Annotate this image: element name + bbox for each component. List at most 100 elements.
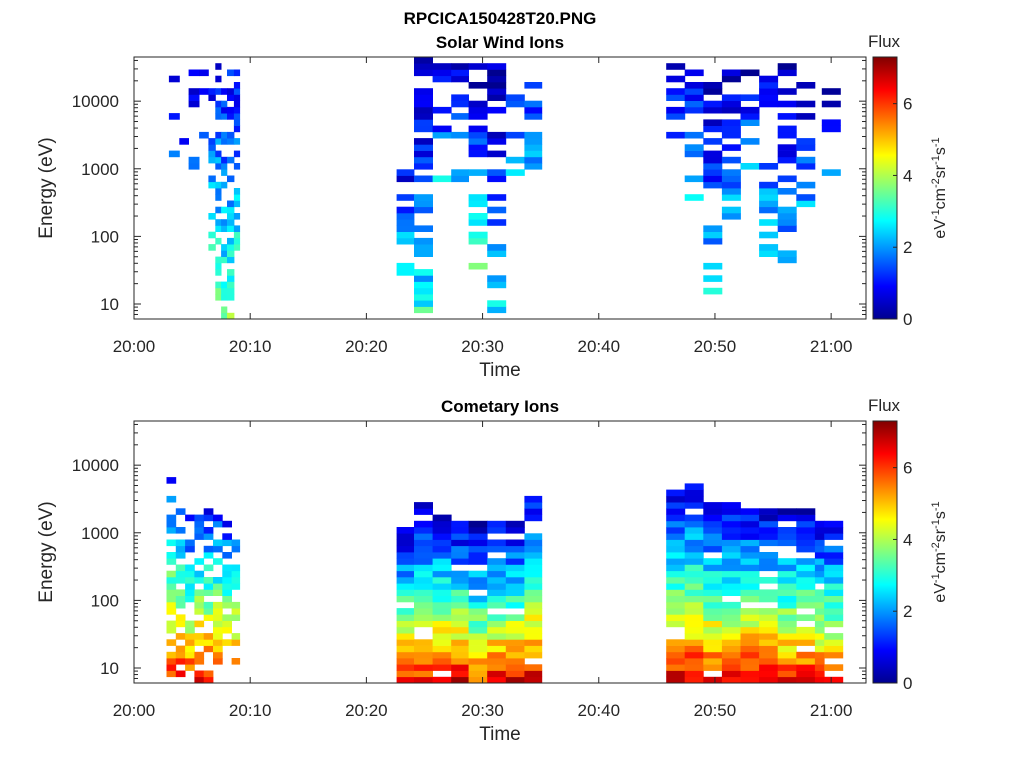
heatmap-cell [703, 82, 723, 89]
heatmap-cell [227, 312, 235, 320]
heatmap-cell [231, 545, 241, 553]
heatmap-cell [703, 614, 723, 621]
heatmap-cell [684, 589, 704, 596]
heatmap-cell [684, 577, 704, 584]
heatmap-cell [524, 533, 543, 540]
heatmap-cell [221, 113, 228, 120]
heatmap-cell [185, 651, 195, 659]
heatmap-cell [684, 651, 704, 659]
heatmap-cell [814, 645, 825, 653]
heatmap-cell [175, 589, 186, 596]
heatmap-cell [213, 626, 223, 634]
axes-frame [133, 420, 867, 684]
y-tick-label: 10000 [72, 456, 119, 475]
heatmap-cell [468, 545, 488, 553]
heatmap-cell [703, 664, 723, 671]
heatmap-cell [451, 63, 469, 70]
heatmap-cell [821, 125, 841, 133]
heatmap-cell [414, 570, 433, 578]
heatmap-cell [487, 175, 507, 183]
heatmap-cell [396, 175, 415, 183]
heatmap-cell [703, 645, 723, 653]
heatmap-cell [396, 651, 415, 659]
heatmap-cell [227, 281, 235, 289]
heatmap-cell [175, 614, 186, 621]
heatmap-cell [703, 639, 723, 646]
heatmap-cell [814, 608, 825, 615]
heatmap-cell [396, 527, 415, 534]
heatmap-cell [721, 633, 741, 640]
heatmap-cell [824, 601, 844, 609]
heatmap-cell [213, 608, 223, 615]
heatmap-cell [414, 639, 433, 646]
heatmap-cell [221, 287, 228, 295]
heatmap-cell [796, 82, 816, 89]
heatmap-cell [721, 106, 741, 114]
heatmap-cell [666, 533, 686, 540]
heatmap-cell [666, 88, 686, 95]
heatmap-cell [396, 558, 415, 565]
heatmap-cell [824, 633, 844, 640]
heatmap-cell [432, 545, 452, 553]
heatmap-cell [451, 608, 469, 615]
heatmap-cell [451, 552, 469, 559]
heatmap-cell [175, 601, 186, 609]
heatmap-cell [703, 502, 723, 509]
heatmap-cell [777, 514, 797, 522]
heatmap-cell [796, 564, 816, 572]
heatmap-cell [721, 502, 741, 509]
heatmap-cell [468, 664, 488, 671]
heatmap-cell [721, 670, 741, 678]
heatmap-cell [451, 69, 469, 77]
heatmap-cell [414, 163, 433, 170]
heatmap-cell [740, 651, 760, 659]
heatmap-cell [666, 489, 686, 497]
heatmap-cell [814, 676, 825, 684]
heatmap-cell [721, 75, 741, 83]
heatmap-cell [777, 256, 797, 264]
heatmap-cell [684, 639, 704, 646]
heatmap-cell [721, 620, 741, 628]
heatmap-cell [432, 63, 452, 70]
heatmap-cell [740, 94, 760, 101]
heatmap-cell [814, 539, 825, 547]
heatmap-cell [759, 639, 779, 646]
heatmap-cell [703, 508, 723, 515]
heatmap-cell [194, 620, 205, 628]
heatmap-cell [414, 150, 433, 158]
heatmap-cell [203, 527, 214, 534]
heatmap-cell [759, 94, 779, 101]
heatmap-cell [414, 520, 433, 528]
heatmap-cell [432, 676, 452, 684]
heatmap-cell [168, 113, 180, 120]
heatmap-cell [721, 583, 741, 590]
x-tick-label: 20:40 [577, 337, 620, 356]
heatmap-cell [684, 545, 704, 553]
x-tick-label: 20:20 [345, 337, 388, 356]
heatmap-cell [759, 244, 779, 251]
heatmap-cell [213, 645, 223, 653]
heatmap-cell [759, 608, 779, 615]
heatmap-cell [684, 483, 704, 490]
heatmap-cell [703, 231, 723, 239]
y-tick-label: 10 [100, 295, 119, 314]
x-tick-label: 20:10 [229, 337, 272, 356]
heatmap-cell [740, 589, 760, 596]
heatmap-cell [166, 577, 177, 584]
heatmap-cell [396, 639, 415, 646]
heatmap-cell [233, 213, 241, 220]
heatmap-cell [759, 520, 779, 528]
heatmap-cell [179, 138, 189, 145]
colorbar-tick-label: 2 [903, 602, 912, 621]
heatmap-cell [166, 639, 177, 646]
heatmap-cell [524, 645, 543, 653]
heatmap-cell [221, 156, 228, 164]
heatmap-cell [213, 633, 223, 640]
heatmap-cell [233, 138, 241, 145]
heatmap-cell [777, 601, 797, 609]
heatmap-cell [684, 502, 704, 509]
heatmap-cell [432, 539, 452, 547]
heatmap-cell [796, 138, 816, 145]
colorbar-tick-label: 0 [903, 310, 912, 329]
heatmap-cell [215, 106, 222, 114]
